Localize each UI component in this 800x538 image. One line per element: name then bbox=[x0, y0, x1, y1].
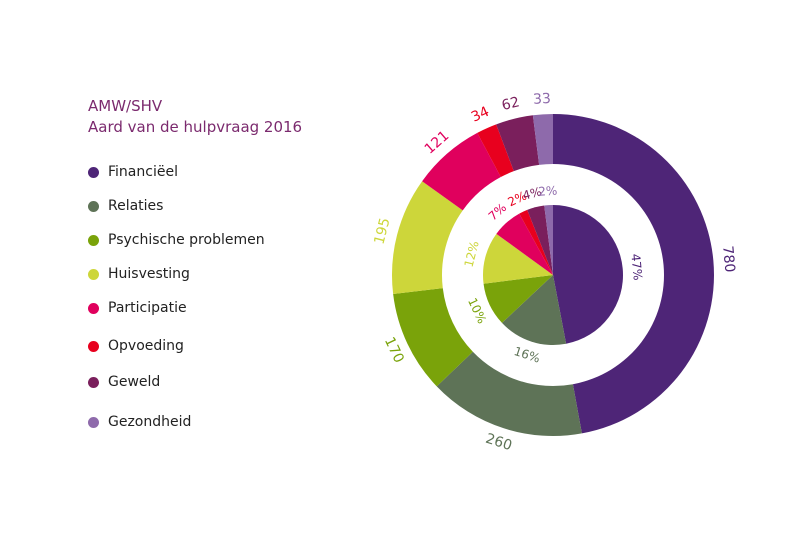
outer-slice-geweld bbox=[496, 115, 540, 172]
legend-item-opvoeding: Opvoeding bbox=[88, 338, 184, 354]
outer-slice-huisvesting bbox=[392, 181, 463, 295]
inner-label-participatie: 7% bbox=[486, 200, 510, 223]
legend-label-opvoeding: Opvoeding bbox=[108, 338, 184, 354]
inner-label-psychische-problemen: 10% bbox=[465, 296, 489, 326]
outer-slice-opvoeding bbox=[477, 124, 514, 178]
outer-label-geweld: 62 bbox=[500, 94, 521, 114]
legend-item-financieel: Financiëel bbox=[88, 164, 178, 180]
inner-label-huisvesting: 12% bbox=[462, 239, 482, 268]
legend-swatch-financieel bbox=[88, 166, 99, 178]
chart-title: AMW/SHV bbox=[88, 97, 163, 115]
outer-slice-financieel bbox=[553, 114, 714, 434]
legend-swatch-huisvesting bbox=[88, 268, 99, 280]
legend-item-geweld: Geweld bbox=[88, 374, 160, 390]
legend-item-gezondheid: Gezondheid bbox=[88, 414, 191, 430]
legend-label-financieel: Financiëel bbox=[108, 164, 178, 180]
outer-slice-participatie bbox=[422, 132, 501, 211]
chart-subtitle: Aard van de hulpvraag 2016 bbox=[88, 118, 303, 136]
outer-label-psychische-problemen: 170 bbox=[381, 335, 407, 366]
legend-swatch-opvoeding bbox=[88, 340, 99, 352]
inner-slice-huisvesting bbox=[483, 233, 553, 284]
legend-label-participatie: Participatie bbox=[108, 300, 187, 316]
inner-slice-gezondheid bbox=[544, 205, 553, 275]
inner-slice-geweld bbox=[527, 205, 553, 275]
legend-label-geweld: Geweld bbox=[108, 374, 161, 390]
legend-item-participatie: Participatie bbox=[88, 300, 187, 316]
outer-label-participatie: 121 bbox=[422, 128, 453, 158]
inner-label-gezondheid: 2% bbox=[538, 184, 558, 199]
outer-slice-relaties bbox=[436, 351, 582, 437]
outer-label-gezondheid: 33 bbox=[533, 91, 552, 108]
legend-item-relaties: Relaties bbox=[88, 198, 163, 214]
legend-swatch-geweld bbox=[88, 376, 99, 388]
legend-swatch-psychische-problemen bbox=[88, 234, 99, 246]
legend-label-gezondheid: Gezondheid bbox=[108, 414, 192, 430]
legend-label-psychische-problemen: Psychische problemen bbox=[108, 232, 265, 248]
inner-slice-relaties bbox=[501, 275, 567, 345]
outer-label-huisvesting: 195 bbox=[371, 216, 393, 246]
outer-slice-psychische-problemen bbox=[393, 288, 473, 387]
legend-label-huisvesting: Huisvesting bbox=[108, 266, 190, 282]
inner-slice-financieel bbox=[553, 205, 623, 344]
legend-item-huisvesting: Huisvesting bbox=[88, 266, 190, 282]
legend-swatch-relaties bbox=[88, 200, 99, 212]
legend-swatch-participatie bbox=[88, 302, 99, 314]
outer-label-opvoeding: 34 bbox=[469, 104, 492, 126]
inner-slice-psychische-problemen bbox=[483, 275, 553, 323]
chart-title-block: AMW/SHV Aard van de hulpvraag 2016 bbox=[88, 96, 302, 138]
outer-label-financieel: 780 bbox=[719, 245, 737, 273]
inner-slice-opvoeding bbox=[519, 209, 553, 275]
outer-slice-gezondheid bbox=[532, 114, 553, 165]
inner-slice-participatie bbox=[496, 213, 553, 275]
inner-label-relaties: 16% bbox=[512, 344, 542, 366]
legend-item-psychische-problemen: Psychische problemen bbox=[88, 232, 265, 248]
legend-swatch-gezondheid bbox=[88, 416, 99, 428]
outer-label-relaties: 260 bbox=[484, 431, 514, 454]
inner-label-financieel: 47% bbox=[628, 253, 644, 281]
legend-label-relaties: Relaties bbox=[108, 198, 164, 214]
inner-label-geweld: 4% bbox=[521, 184, 543, 202]
